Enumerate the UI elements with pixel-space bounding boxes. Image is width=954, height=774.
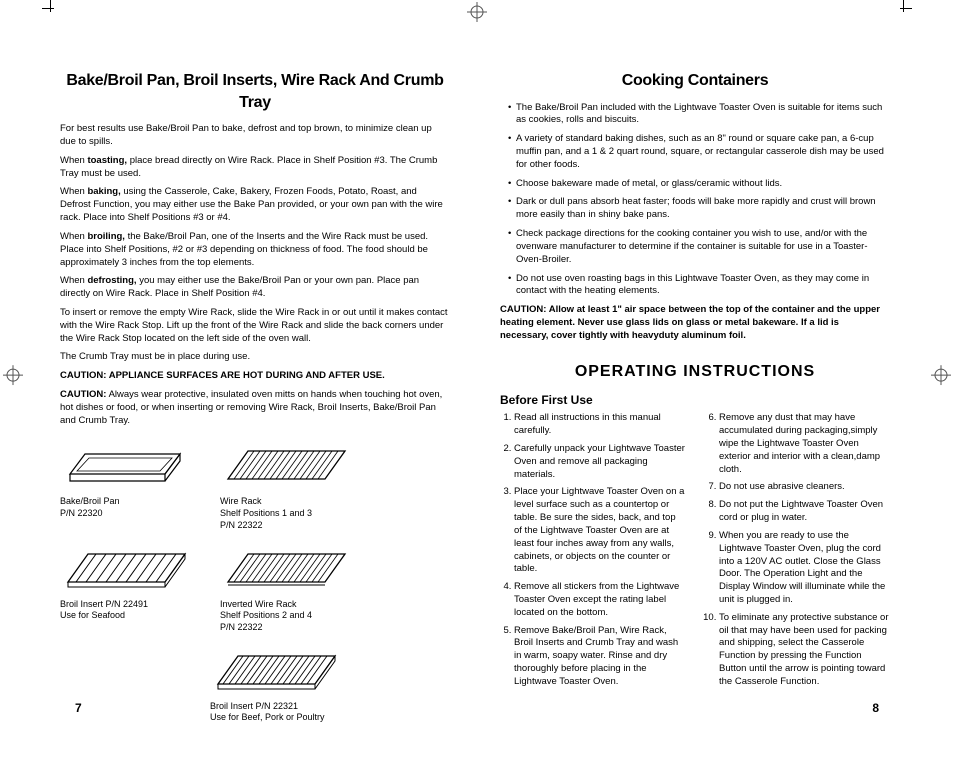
fig-broil2: Broil Insert P/N 22321Use for Beef, Pork… [210, 644, 350, 724]
fig-inverted: Inverted Wire RackShelf Positions 2 and … [220, 542, 360, 634]
step-item: Do not use abrasive cleaners. [719, 481, 890, 494]
right-title-1: Cooking Containers [500, 70, 890, 92]
bullet-item: Check package directions for the cooking… [508, 228, 890, 266]
bullet-item: A variety of standard baking dishes, suc… [508, 133, 890, 171]
cooking-caution: CAUTION: Allow at least 1" air space bet… [500, 304, 890, 342]
left-title: Bake/Broil Pan, Broil Inserts, Wire Rack… [60, 70, 450, 113]
figures-grid: Bake/Broil PanP/N 22320 Wire RackShelf P… [60, 439, 450, 724]
steps-columns: Read all instructions in this manual car… [500, 412, 890, 693]
step-item: Carefully unpack your Lightwave Toaster … [514, 443, 685, 481]
page-number-left: 7 [75, 700, 82, 716]
p-crumb: The Crumb Tray must be in place during u… [60, 351, 450, 364]
right-title-2: OPERATING INSTRUCTIONS [500, 361, 890, 383]
cap-inverted: Inverted Wire RackShelf Positions 2 and … [220, 599, 360, 634]
page-right: Cooking Containers The Bake/Broil Pan in… [500, 70, 890, 734]
cap-broil1: Broil Insert P/N 22491Use for Seafood [60, 599, 200, 622]
p-intro: For best results use Bake/Broil Pan to b… [60, 123, 450, 149]
fig-broil1: Broil Insert P/N 22491Use for Seafood [60, 542, 200, 634]
bullet-item: The Bake/Broil Pan included with the Lig… [508, 102, 890, 128]
page-left: Bake/Broil Pan, Broil Inserts, Wire Rack… [60, 70, 450, 734]
broil-insert-icon [60, 542, 190, 597]
cap-bakepan: Bake/Broil PanP/N 22320 [60, 496, 200, 519]
step-item: Place your Lightwave Toaster Oven on a l… [514, 486, 685, 576]
p-toasting: When toasting, place bread directly on W… [60, 155, 450, 181]
page-number-right: 8 [872, 700, 879, 716]
inverted-rack-icon [220, 542, 350, 597]
cooking-bullets: The Bake/Broil Pan included with the Lig… [500, 102, 890, 299]
p-baking: When baking, using the Casserole, Cake, … [60, 186, 450, 224]
bullet-item: Dark or dull pans absorb heat faster; fo… [508, 196, 890, 222]
caution-mitts: CAUTION: Always wear protective, insulat… [60, 389, 450, 427]
before-first-use: Before First Use [500, 392, 890, 408]
step-item: Do not put the Lightwave Toaster Oven co… [719, 499, 890, 525]
step-item: To eliminate any protective substance or… [719, 612, 890, 689]
fig-wirerack: Wire RackShelf Positions 1 and 3P/N 2232… [220, 439, 360, 531]
cap-broil2: Broil Insert P/N 22321Use for Beef, Pork… [210, 701, 350, 724]
steps-left-list: Read all instructions in this manual car… [500, 412, 685, 688]
fig-bakepan: Bake/Broil PanP/N 22320 [60, 439, 200, 531]
step-item: Remove any dust that may have accumulate… [719, 412, 890, 476]
wirerack-icon [220, 439, 350, 494]
p-defrosting: When defrosting, you may either use the … [60, 275, 450, 301]
broil-insert2-icon [210, 644, 340, 699]
caution-hot: CAUTION: APPLIANCE SURFACES ARE HOT DURI… [60, 370, 450, 383]
p-insert-remove: To insert or remove the empty Wire Rack,… [60, 307, 450, 345]
step-item: Remove Bake/Broil Pan, Wire Rack, Broil … [514, 625, 685, 689]
bullet-item: Do not use oven roasting bags in this Li… [508, 273, 890, 299]
step-item: Remove all stickers from the Lightwave T… [514, 581, 685, 619]
step-item: When you are ready to use the Lightwave … [719, 530, 890, 607]
manual-spread: Bake/Broil Pan, Broil Inserts, Wire Rack… [0, 0, 954, 774]
cap-wirerack: Wire RackShelf Positions 1 and 3P/N 2232… [220, 496, 360, 531]
steps-right-list: Remove any dust that may have accumulate… [705, 412, 890, 688]
bakepan-icon [60, 439, 190, 494]
p-broiling: When broiling, the Bake/Broil Pan, one o… [60, 231, 450, 269]
step-item: Read all instructions in this manual car… [514, 412, 685, 438]
bullet-item: Choose bakeware made of metal, or glass/… [508, 178, 890, 191]
